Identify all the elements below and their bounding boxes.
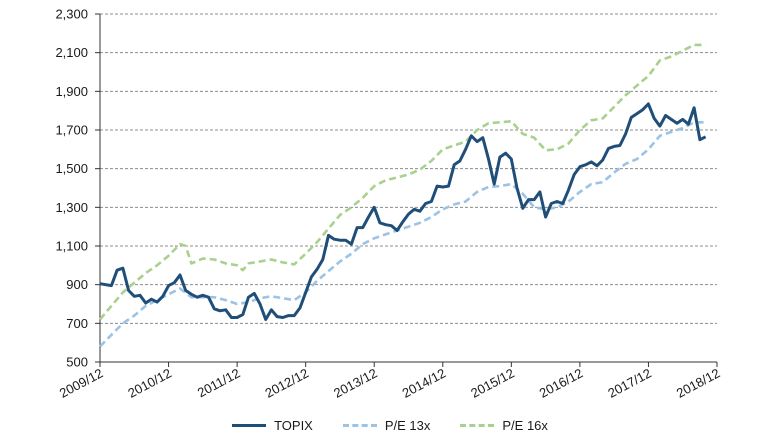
y-tick-label: 2,300 bbox=[55, 7, 88, 22]
legend-item-pe13: P/E 13x bbox=[342, 418, 431, 433]
legend-swatch-pe13 bbox=[342, 424, 377, 427]
x-tick-label: 2010/12 bbox=[125, 365, 174, 400]
legend: TOPIX P/E 13x P/E 16x bbox=[0, 418, 780, 433]
y-tick-label: 700 bbox=[66, 316, 88, 331]
y-tick-label: 500 bbox=[66, 355, 88, 370]
y-tick-label: 1,700 bbox=[55, 123, 88, 138]
gridlines bbox=[100, 13, 717, 324]
x-tick-label: 2016/12 bbox=[537, 365, 586, 400]
y-tick-label: 1,300 bbox=[55, 200, 88, 215]
y-tick-label: 2,100 bbox=[55, 45, 88, 60]
legend-swatch-topix bbox=[232, 424, 267, 427]
y-tick-label: 1,900 bbox=[55, 84, 88, 99]
x-tick-label: 2017/12 bbox=[605, 365, 654, 400]
x-tick-label: 2018/12 bbox=[674, 365, 723, 400]
legend-label-topix: TOPIX bbox=[274, 418, 313, 433]
x-tick-label: 2012/12 bbox=[263, 365, 312, 400]
legend-item-topix: TOPIX bbox=[232, 418, 313, 433]
y-tick-labels: 500 700 900 1,100 1,300 1,500 1,700 1,900 2,100 2… bbox=[55, 7, 88, 370]
x-tick-labels: 2009/12 2010/12 2011/12 2012/12 2013/12 2014/… bbox=[57, 365, 723, 400]
x-tick-label: 2014/12 bbox=[400, 365, 449, 400]
series-line-p-e-16x bbox=[99, 43, 706, 321]
legend-label-pe13: P/E 13x bbox=[384, 418, 431, 433]
y-tick-label: 1,500 bbox=[55, 161, 88, 176]
x-tick-label: 2015/12 bbox=[468, 365, 517, 400]
y-tick-label: 1,100 bbox=[55, 239, 88, 254]
x-tick-label: 2013/12 bbox=[331, 365, 380, 400]
series-line-p-e-13x bbox=[99, 121, 706, 348]
y-tick-label: 900 bbox=[66, 277, 88, 292]
axes bbox=[95, 13, 718, 367]
legend-item-pe16: P/E 16x bbox=[460, 418, 548, 433]
series-line-topix bbox=[99, 102, 707, 321]
x-tick-label: 2009/12 bbox=[57, 365, 106, 400]
legend-swatch-pe16 bbox=[460, 424, 495, 427]
legend-label-pe16: P/E 16x bbox=[502, 418, 548, 433]
series-lines bbox=[99, 43, 707, 348]
x-tick-label: 2011/12 bbox=[195, 365, 243, 400]
